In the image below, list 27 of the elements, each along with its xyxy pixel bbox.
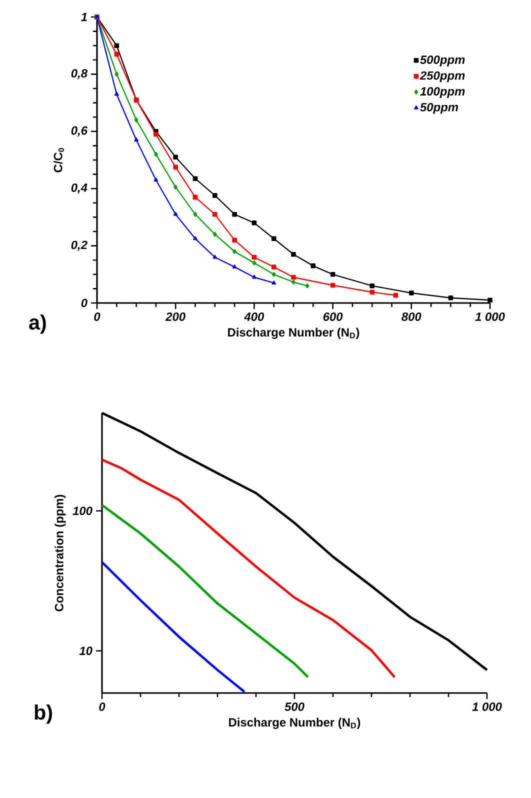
x-axis-title: Discharge Number (N$_{D}$) [229, 718, 360, 729]
y-tick-label: 0 [81, 298, 88, 308]
text: b) [34, 704, 52, 724]
x-tick-label: 1 000 [475, 312, 505, 321]
x-tick-label: 500 [284, 702, 304, 711]
y-tick-label: 0,2 [71, 240, 88, 251]
x-tick-label: 0 [99, 702, 106, 711]
x-tick-label: 1 000 [472, 702, 502, 711]
legend-label: 100ppm [420, 87, 465, 98]
legend-label: 50ppm [420, 102, 458, 114]
y-tick-label: 0,8 [71, 69, 88, 80]
x-axis-title: Discharge Number (N$_{D}$) [228, 328, 360, 339]
y-axis-title: Concentration (ppm) [54, 494, 66, 612]
x-tick-label: 400 [244, 312, 264, 321]
y-tick-label: 10 [79, 646, 92, 656]
legend-label: 500ppm [420, 56, 465, 66]
x-tick-label: 200 [165, 312, 186, 321]
legend-label: 250ppm [420, 71, 465, 82]
x-tick-label: 600 [323, 312, 343, 321]
x-tick-label: 800 [402, 312, 422, 321]
y-axis-title: C/C$_{0}$ [54, 148, 64, 172]
y-tick-label: 100 [72, 506, 92, 516]
y-tick-label: 0,6 [71, 126, 88, 136]
x-tick-label: 0 [94, 312, 100, 321]
y-tick-label: 1 [81, 12, 87, 22]
y-tick-label: 0,4 [71, 184, 88, 194]
text: a) [29, 314, 46, 334]
